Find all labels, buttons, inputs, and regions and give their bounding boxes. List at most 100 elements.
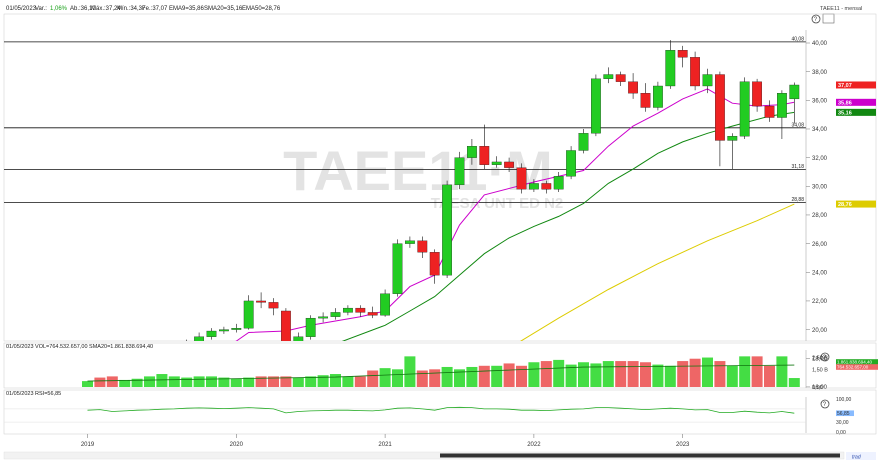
- candle-body: [170, 351, 180, 361]
- support-line-label: 40,08: [791, 36, 804, 42]
- header-ema50: EMA50=28,76: [242, 6, 281, 12]
- candle-body: [293, 336, 304, 341]
- candle-body: [640, 93, 651, 108]
- candle-body: [194, 336, 205, 341]
- candle-body: [677, 50, 688, 58]
- candle-body: [615, 74, 626, 82]
- candle-body: [553, 176, 564, 190]
- volume-bar: [540, 361, 552, 387]
- candle-body: [578, 133, 589, 151]
- volume-bar: [144, 376, 155, 387]
- candle-body: [367, 312, 378, 316]
- volume-tag: [836, 364, 878, 370]
- volume-bar: [726, 365, 738, 387]
- candle-body: [739, 81, 750, 137]
- settings-icon[interactable]: ?: [811, 14, 821, 24]
- candle-body: [603, 74, 614, 79]
- candle-body: [145, 367, 155, 373]
- volume-tag-label: 764.532.657,00: [837, 365, 869, 370]
- support-line-label: 31,18: [791, 164, 804, 170]
- volume-tag-label: 1.861.838.694,40: [837, 360, 873, 365]
- volume-bar: [553, 359, 565, 387]
- y-tick-label: 30,00: [812, 185, 828, 191]
- volume-bar: [652, 364, 664, 387]
- header-var-value: 1,06%: [50, 6, 68, 12]
- volume-bar: [206, 376, 217, 387]
- y-tick-label: 40,00: [812, 41, 828, 47]
- volume-bar: [776, 356, 788, 387]
- rsi-tick-label: 100,00: [836, 397, 852, 403]
- scrollbar-track[interactable]: [3, 451, 845, 460]
- y-tick-label: 24,00: [812, 270, 828, 276]
- candle-body: [206, 330, 217, 337]
- price-tag: [836, 81, 876, 89]
- y-tick-label: 26,00: [812, 242, 828, 248]
- volume-bar: [168, 376, 180, 387]
- price-tag: [836, 108, 876, 116]
- volume-bar: [268, 376, 279, 387]
- price-tag-label: 35,16: [838, 110, 852, 116]
- x-tick-label: 2019: [81, 442, 95, 448]
- svg-text:trad: trad: [852, 455, 861, 461]
- rsi-settings-icon[interactable]: ?: [820, 399, 830, 409]
- candle-body: [157, 361, 167, 367]
- volume-bar: [739, 356, 751, 387]
- candle-body: [231, 328, 242, 330]
- candle-body: [628, 81, 638, 94]
- candle-body: [752, 81, 762, 107]
- x-tick-label: 2023: [676, 442, 690, 448]
- header-bar: 01/05/2023 Var.: 1,06% Ab.:36,10 Máx.:37…: [6, 6, 862, 12]
- candle-body: [479, 146, 490, 165]
- volume-sma20-line: [87, 364, 795, 382]
- volume-bar: [429, 369, 441, 387]
- close-icon[interactable]: [822, 13, 835, 24]
- volume-tag: [836, 359, 878, 365]
- volume-settings-icon[interactable]: ?: [820, 352, 830, 362]
- candle-body: [256, 300, 267, 303]
- volume-bar: [565, 364, 577, 387]
- y-tick-label: 22,00: [812, 299, 828, 305]
- volume-bar: [317, 375, 329, 387]
- volume-bar: [491, 365, 503, 387]
- candle-body: [404, 240, 415, 244]
- volume-bar: [441, 366, 453, 387]
- y-tick-label: 18,00: [812, 356, 828, 362]
- y-tick-label: 20,00: [812, 328, 828, 334]
- volume-bar: [367, 370, 379, 387]
- candle-body: [83, 377, 93, 401]
- candle-body: [653, 85, 663, 108]
- scrollbar-thumb[interactable]: [440, 453, 840, 458]
- candle-body: [182, 344, 192, 351]
- watermark-name: TAESA UNT ED N2: [431, 195, 564, 212]
- candle-body: [690, 57, 700, 87]
- candle-body: [764, 105, 775, 118]
- volume-bar: [292, 377, 304, 387]
- volume-bar: [354, 376, 366, 387]
- header-fe: Fe.:37,07: [142, 6, 168, 12]
- volume-bar: [416, 370, 428, 387]
- volume-bar: [764, 365, 775, 387]
- volume-bar: [230, 378, 242, 387]
- candle-body: [268, 302, 279, 309]
- volume-bar: [751, 356, 763, 387]
- watermark-ticker: TAEE11·M: [283, 139, 553, 202]
- candle-body: [280, 310, 291, 341]
- volume-bar: [602, 361, 614, 387]
- volume-bar: [94, 377, 106, 387]
- y-tick-label: 38,00: [812, 70, 828, 76]
- header-ema9: EMA9=35,86: [169, 6, 205, 12]
- candle-body: [727, 135, 738, 141]
- volume-bar: [714, 361, 726, 387]
- candle-body: [342, 307, 353, 313]
- candle-body: [516, 167, 527, 190]
- volume-bar: [454, 369, 465, 387]
- candle-body: [442, 184, 453, 276]
- volume-bar: [627, 361, 639, 387]
- candle-body: [529, 183, 539, 190]
- header-sma20: SMA20=35,16: [204, 6, 243, 12]
- volume-bar: [516, 365, 527, 387]
- rsi-header: 01/05/2023 RSI=56,85: [6, 391, 61, 397]
- volume-bar: [280, 376, 292, 387]
- volume-bar: [578, 362, 589, 387]
